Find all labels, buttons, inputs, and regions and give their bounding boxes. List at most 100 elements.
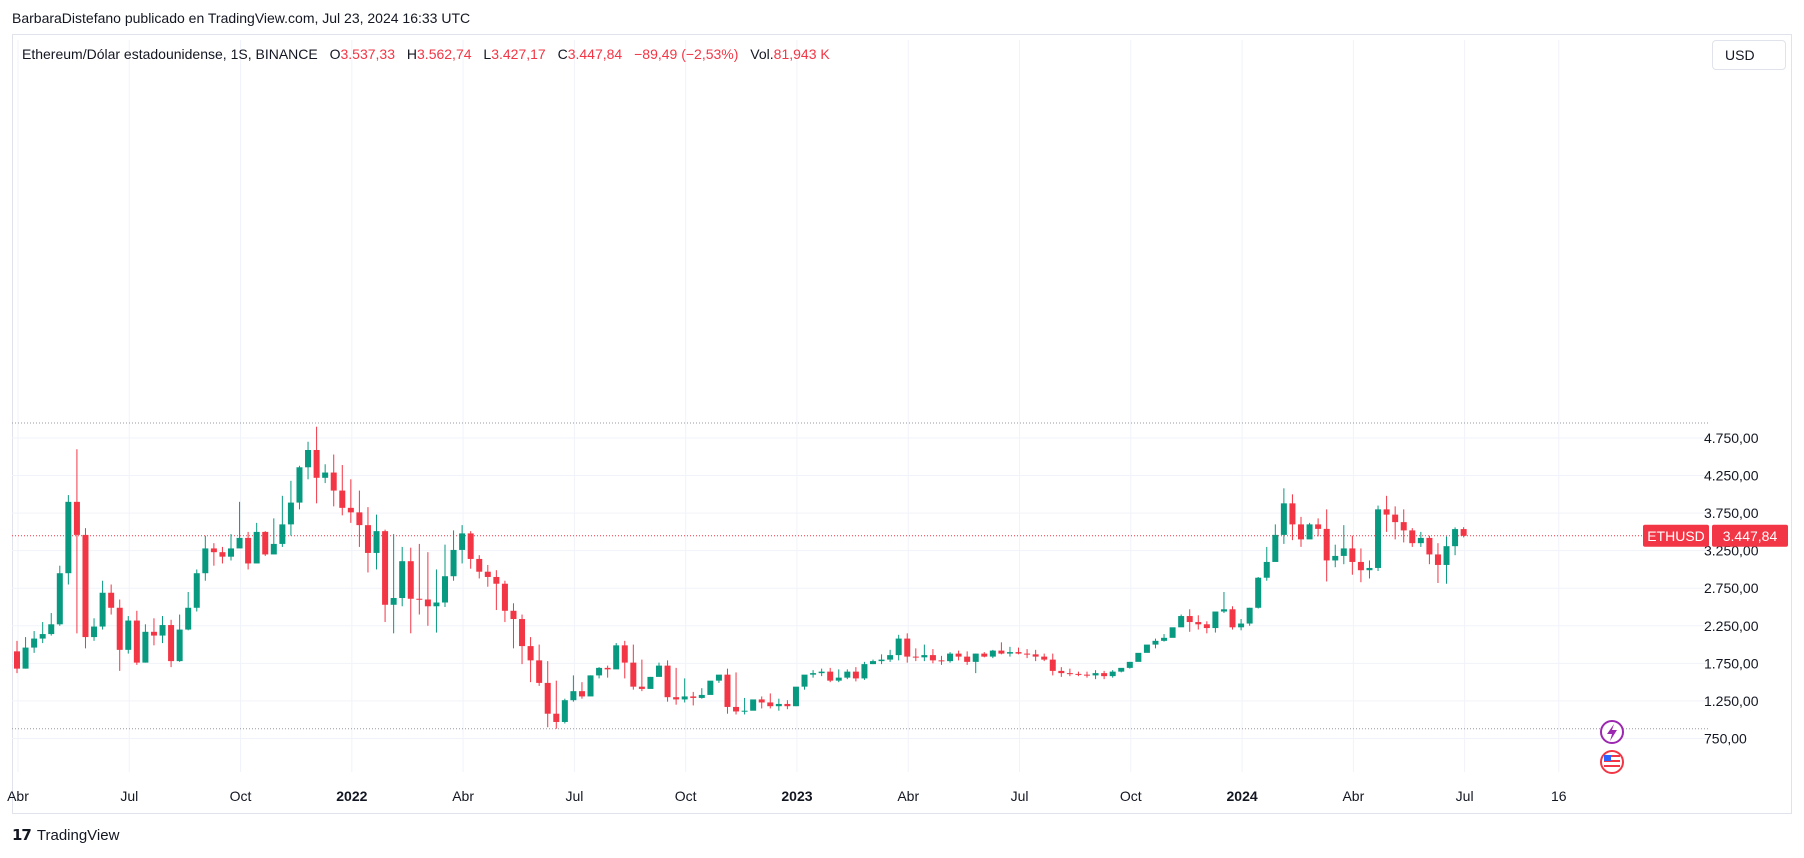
y-tick-label: 750,00	[1704, 731, 1747, 747]
candle-body	[570, 691, 577, 701]
candle-body	[1152, 640, 1159, 645]
candle-body	[39, 634, 46, 639]
candle-body	[1417, 537, 1424, 544]
candle-body	[1357, 561, 1364, 571]
last-price-tag[interactable]: ETHUSD 3.447,84	[1643, 524, 1788, 547]
tradingview-brand[interactable]: 𝟭𝟳 TradingView	[12, 826, 119, 845]
symbol-description[interactable]: Ethereum/Dólar estadounidense, 1S, BINAN…	[22, 46, 318, 62]
candle-body	[690, 696, 697, 698]
candle-body	[270, 543, 277, 555]
candle-body	[767, 702, 774, 707]
candle-body	[1084, 674, 1090, 676]
candle-body	[904, 638, 911, 657]
candle-body	[1066, 673, 1073, 675]
candle-body	[125, 620, 132, 650]
candle-body	[1161, 637, 1168, 641]
candle-body	[1101, 673, 1108, 677]
x-tick-label: 2024	[1227, 788, 1258, 804]
x-tick-label: Abr	[452, 788, 474, 804]
candle-body	[1049, 659, 1056, 671]
candle-body	[647, 676, 654, 689]
candle-body	[715, 674, 722, 681]
candle-body	[835, 677, 842, 681]
candle-body	[656, 665, 662, 677]
candle-body	[887, 655, 894, 660]
candle-body	[681, 696, 688, 700]
chart-grid	[12, 40, 1708, 772]
candle-body	[810, 673, 817, 675]
x-tick-label: Abr	[7, 788, 29, 804]
volume-value: 81,943 K	[773, 46, 830, 62]
candle-body	[91, 626, 98, 638]
candle-body	[750, 699, 757, 711]
candle-body	[1212, 611, 1219, 629]
candle-body	[185, 607, 192, 630]
price-axis: 750,00 1.250,00 1.750,00 2.250,00 2.750,00 3.…	[1704, 430, 1759, 747]
candle-body	[245, 537, 252, 564]
candle-body	[1426, 537, 1433, 555]
candle-body	[1349, 548, 1356, 562]
chart-frame	[12, 34, 1792, 814]
candle-body	[758, 699, 765, 703]
candle-body	[1126, 661, 1133, 668]
candle-body	[493, 576, 500, 584]
x-tick-label: 2022	[336, 788, 367, 804]
candle-body	[459, 533, 466, 550]
candle-body	[14, 651, 20, 669]
open-label: O	[329, 46, 341, 62]
low-label: L	[483, 46, 492, 62]
candle-body	[407, 561, 414, 599]
x-tick-label: Jul	[120, 788, 138, 804]
candle-body	[733, 706, 740, 712]
candle-body	[1109, 671, 1116, 677]
candle-body	[1452, 529, 1459, 547]
candle-body	[287, 502, 294, 525]
candle-body	[262, 531, 269, 555]
candle-body	[527, 646, 534, 661]
candle-body	[989, 650, 996, 657]
candle-body	[1298, 524, 1304, 540]
candle-body	[698, 694, 705, 698]
candle-body	[1340, 548, 1347, 556]
tradingview-logo-icon: 𝟭𝟳	[12, 827, 32, 844]
candle-body	[484, 571, 491, 577]
x-tick-label: Oct	[230, 788, 252, 804]
candles	[14, 426, 1467, 729]
candle-body	[1375, 509, 1382, 568]
candle-body	[947, 653, 954, 662]
high-label: H	[406, 46, 418, 62]
time-axis: Abr Jul Oct 2022 Abr Jul Oct 2023 Abr Jul Oct 2024 A…	[7, 788, 1567, 804]
candle-body	[553, 713, 560, 722]
lightning-icon[interactable]	[1600, 720, 1624, 744]
close-value: 3.447,84	[567, 46, 623, 62]
candle-body	[433, 602, 440, 607]
candle-body	[1092, 673, 1099, 676]
us-flag-icon[interactable]	[1600, 750, 1624, 774]
candle-body	[65, 501, 72, 574]
candle-body	[1434, 554, 1441, 565]
candle-body	[955, 653, 962, 657]
candle-body	[870, 661, 876, 665]
candle-body	[296, 467, 303, 503]
candle-body	[168, 625, 175, 662]
candle-body	[1015, 652, 1022, 654]
candle-body	[339, 490, 346, 508]
candle-body	[784, 703, 791, 707]
candle-body	[1263, 561, 1270, 578]
candle-body	[364, 525, 371, 553]
volume-label: Vol.	[750, 46, 774, 62]
candle-body	[1229, 609, 1236, 628]
candle-body	[1186, 616, 1193, 623]
candle-body	[921, 655, 928, 658]
candle-body	[664, 665, 671, 698]
y-tick-label: 1.250,00	[1704, 693, 1759, 709]
candle-body	[1306, 524, 1313, 540]
close-label: C	[557, 46, 568, 62]
candle-body	[219, 552, 226, 557]
candle-body	[150, 631, 157, 636]
y-tick-label: 4.250,00	[1704, 468, 1759, 484]
currency-button[interactable]: USD	[1712, 40, 1786, 70]
candle-body	[159, 625, 166, 636]
candle-body	[621, 645, 628, 663]
